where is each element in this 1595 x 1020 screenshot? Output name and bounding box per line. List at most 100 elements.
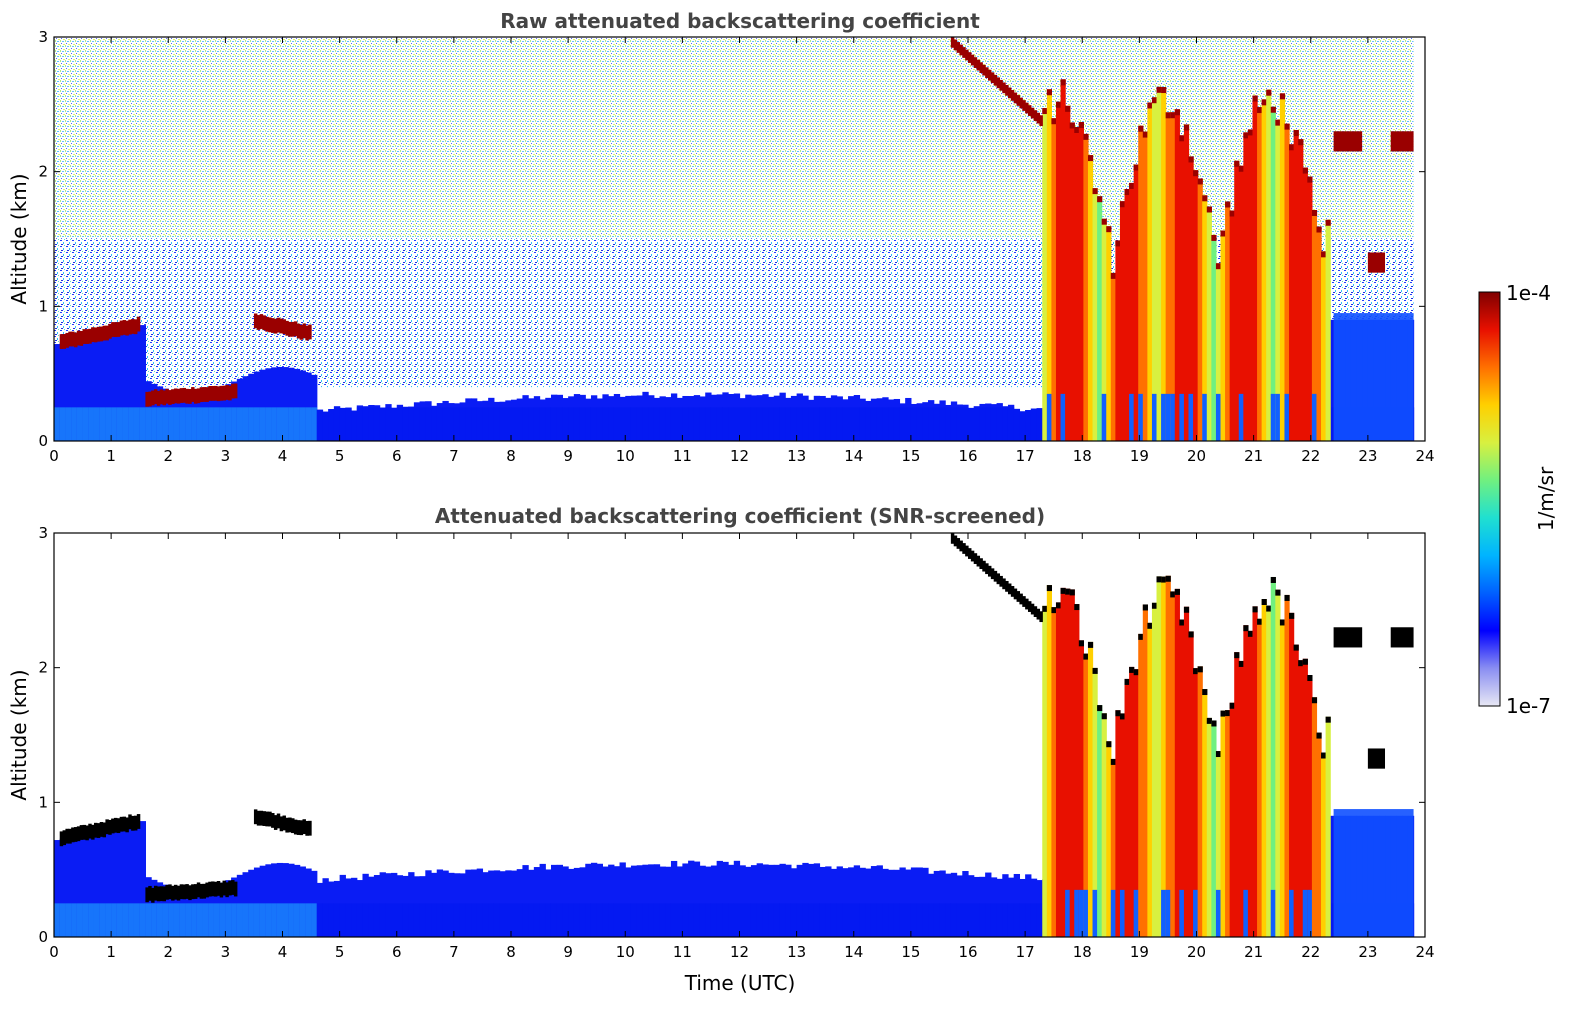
aerosol-column-low [813, 407, 821, 441]
descending-cloud-segment [1027, 601, 1032, 612]
precip-top [1252, 95, 1258, 102]
aerosol-column-low [990, 903, 998, 937]
aerosol-column-low [762, 903, 769, 937]
precip-column [1165, 112, 1171, 441]
aerosol-column [733, 860, 741, 937]
aerosol-column-low [436, 903, 444, 937]
precip-top [1193, 170, 1199, 177]
aerosol-column-low [579, 407, 586, 441]
aerosol-column-low [630, 407, 638, 441]
precip-column [1060, 587, 1066, 937]
precip-top [1247, 129, 1254, 136]
cloud-layer-segment [71, 331, 75, 347]
precip-column [1042, 108, 1048, 441]
aerosol-column-low [425, 903, 432, 937]
precip-column [1151, 602, 1158, 937]
precip-top [1302, 658, 1308, 665]
aerosol-column-low [151, 903, 158, 937]
low-cloud-segment [145, 391, 149, 407]
aerosol-column-low [899, 407, 906, 441]
precip-column [1115, 240, 1121, 441]
precip-gap [1289, 889, 1295, 937]
aerosol-column-low [162, 407, 169, 441]
aerosol-column [779, 863, 786, 937]
aerosol-column-low [670, 903, 678, 937]
aerosol-column-low [225, 407, 232, 441]
low-cloud-segment [182, 387, 186, 403]
aerosol-column [648, 864, 655, 937]
aerosol-column [682, 863, 689, 937]
precip-gap [1165, 393, 1171, 441]
precip-gap [1046, 393, 1053, 441]
descending-cloud-segment [1030, 603, 1035, 615]
precip-top [1074, 126, 1080, 133]
aerosol-column-low [773, 903, 781, 937]
heatmap-cells [54, 37, 1425, 441]
aerosol-column-low [305, 903, 312, 937]
precip-top [1279, 93, 1286, 100]
precip-column [1321, 251, 1327, 441]
aerosol-column-low [539, 407, 546, 441]
aerosol-column-low [562, 407, 569, 441]
aerosol-column-low [728, 903, 735, 937]
aerosol-column-low [699, 407, 706, 441]
precip-gap [1165, 889, 1171, 937]
low-cloud-segment [176, 885, 181, 901]
cloud-layer-segment [296, 323, 301, 339]
descending-cloud-segment [970, 550, 975, 562]
aerosol-column-low [950, 903, 958, 937]
aerosol-column [88, 336, 95, 441]
precip-top [1106, 741, 1112, 748]
aerosol-column [59, 838, 67, 937]
precip-column [1097, 705, 1103, 937]
aerosol-column-low [596, 903, 603, 937]
aerosol-column-low [705, 903, 712, 937]
aerosol-column-low [933, 407, 941, 441]
aerosol-column-low [979, 407, 986, 441]
aerosol-column-low [493, 903, 501, 937]
aerosol-column [813, 863, 821, 937]
aerosol-column-low [105, 407, 112, 441]
aerosol-column-low [1327, 407, 1335, 441]
precip-top [1138, 633, 1144, 640]
precip-top [1261, 99, 1267, 106]
aerosol-column-low [1002, 407, 1009, 441]
aerosol-column [722, 861, 729, 937]
aerosol-column [76, 338, 84, 441]
aerosol-column-low [139, 903, 146, 937]
low-cloud-segment [228, 385, 232, 401]
aerosol-column-low [482, 903, 489, 937]
aerosol-column-low [322, 411, 329, 441]
cloud-layer-segment [133, 815, 138, 831]
low-cloud-segment [151, 887, 155, 903]
aerosol-column-low [968, 903, 975, 937]
aerosol-column-low [819, 903, 826, 937]
aerosol-column-low [676, 407, 683, 441]
aerosol-column [271, 367, 278, 441]
precip-top [1266, 89, 1272, 96]
cloud-layer-segment [273, 318, 278, 334]
cloud-layer-segment [256, 315, 261, 330]
low-cloud-segment [156, 886, 161, 902]
descending-cloud-segment [990, 72, 995, 84]
low-cloud-segment [173, 388, 178, 404]
aerosol-column-low [213, 407, 221, 441]
aerosol-column [905, 869, 912, 937]
aerosol-column-low [133, 903, 141, 937]
aerosol-column [870, 866, 878, 937]
aerosol-column [882, 868, 889, 937]
aerosol-column-low [122, 407, 129, 441]
descending-cloud-segment [970, 54, 975, 66]
precip-column [1284, 594, 1290, 937]
low-cloud-segment [159, 389, 164, 405]
aerosol-column-low [642, 903, 649, 937]
aerosol-column [122, 824, 129, 937]
descending-cloud-segment [968, 548, 972, 559]
precip-column [1065, 105, 1071, 441]
aerosol-column-low [665, 407, 672, 441]
aerosol-column-low [682, 407, 689, 441]
aerosol-column-low [905, 407, 912, 441]
aerosol-column [288, 863, 295, 937]
aerosol-column-low [116, 903, 124, 937]
aerosol-column [916, 867, 923, 937]
